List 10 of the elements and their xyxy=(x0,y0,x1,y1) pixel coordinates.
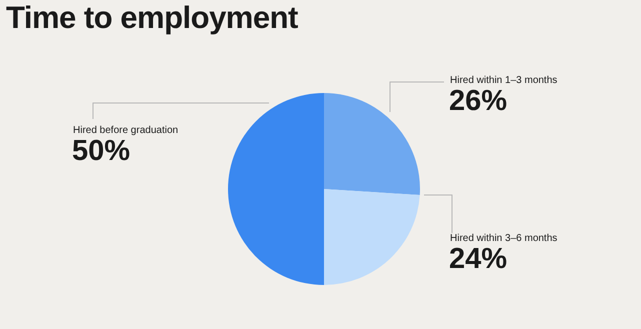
data-label: 26% xyxy=(449,85,508,117)
slice-label: Hired within 1–3 months xyxy=(450,75,558,86)
pie-slice xyxy=(228,93,324,285)
slice-label: Hired within 3–6 months xyxy=(450,233,558,244)
data-label: 24% xyxy=(449,243,508,275)
pie-slice xyxy=(324,189,420,285)
data-label: 50% xyxy=(72,135,130,167)
pie-slice xyxy=(324,93,420,196)
slice-label: Hired before graduation xyxy=(73,125,178,136)
chart-title: Time to employment xyxy=(6,0,298,36)
